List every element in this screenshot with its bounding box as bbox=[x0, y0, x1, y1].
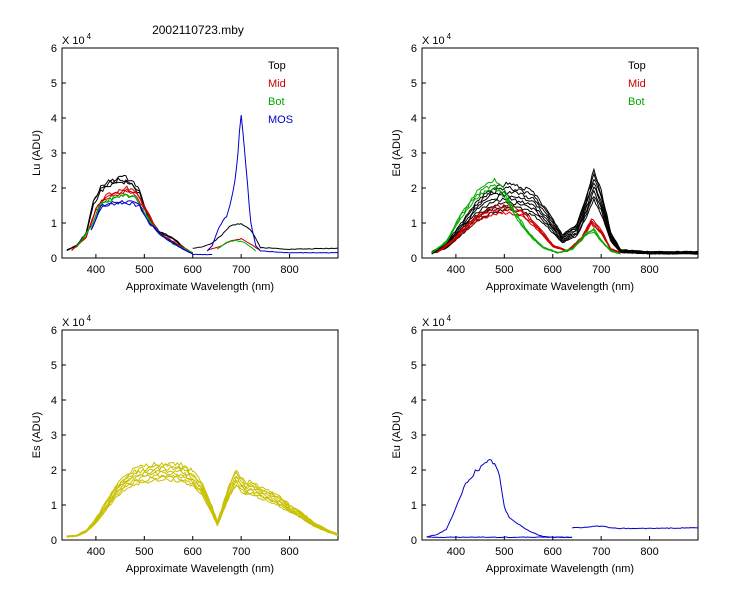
x-tick-label: 600 bbox=[184, 546, 202, 558]
y-tick-label: 1 bbox=[51, 218, 57, 230]
series-line-es bbox=[66, 473, 218, 538]
y-multiplier-label: X 10 4 bbox=[422, 314, 452, 329]
series-group bbox=[66, 115, 338, 256]
series-line-mos bbox=[90, 199, 193, 255]
y-tick-label: 4 bbox=[411, 113, 417, 125]
y-tick-label: 3 bbox=[411, 430, 417, 442]
legend-item-mid: Mid bbox=[628, 78, 646, 90]
chart-panel-lu: 0 1 2 3 4 5 6 400 500 600 700 800 Approximate Wavele… bbox=[31, 32, 339, 293]
y-tick-label: 4 bbox=[51, 113, 57, 125]
x-tick-label: 700 bbox=[592, 264, 610, 276]
series-line-mos bbox=[206, 115, 338, 254]
y-tick-label: 0 bbox=[51, 535, 57, 547]
x-tick-label: 800 bbox=[640, 264, 658, 276]
series-line-eu bbox=[426, 536, 573, 539]
x-tick-label: 700 bbox=[232, 546, 250, 558]
x-tick-label: 600 bbox=[544, 546, 562, 558]
x-tick-label: 500 bbox=[495, 546, 513, 558]
x-tick-label: 700 bbox=[592, 546, 610, 558]
x-tick-label: 400 bbox=[447, 264, 465, 276]
x-axis-label: Approximate Wavelength (nm) bbox=[126, 281, 274, 293]
x-tick-label: 500 bbox=[135, 264, 153, 276]
y-axis-label: Es (ADU) bbox=[31, 412, 43, 458]
x-tick-label: 700 bbox=[232, 264, 250, 276]
chart-panel-ed: 0 1 2 3 4 5 6 400 500 600 700 800 Approximate Wavele… bbox=[391, 32, 699, 293]
y-tick-label: 3 bbox=[51, 148, 57, 160]
y-tick-label: 5 bbox=[51, 78, 57, 90]
x-tick-label: 800 bbox=[640, 546, 658, 558]
series-line-bot bbox=[431, 177, 621, 255]
figure-title: 2002110723.mby bbox=[152, 23, 244, 37]
series-line-eu bbox=[571, 525, 698, 530]
series-line-top bbox=[192, 223, 338, 251]
y-tick-label: 6 bbox=[411, 43, 417, 55]
x-tick-label: 600 bbox=[544, 264, 562, 276]
x-tick-label: 400 bbox=[87, 546, 105, 558]
legend-item-top: Top bbox=[268, 60, 286, 72]
y-axis-label: Lu (ADU) bbox=[31, 130, 43, 176]
legend-item-mid: Mid bbox=[268, 78, 286, 90]
y-tick-label: 5 bbox=[411, 78, 417, 90]
series-line-mid bbox=[436, 204, 621, 253]
series-line-mid bbox=[207, 237, 261, 252]
y-tick-label: 4 bbox=[411, 395, 417, 407]
y-tick-label: 1 bbox=[51, 500, 57, 512]
y-tick-label: 2 bbox=[411, 183, 417, 195]
x-tick-label: 800 bbox=[280, 546, 298, 558]
y-axis-label: Ed (ADU) bbox=[391, 129, 403, 176]
y-tick-label: 5 bbox=[411, 360, 417, 372]
y-tick-label: 1 bbox=[411, 218, 417, 230]
x-tick-label: 400 bbox=[447, 546, 465, 558]
y-tick-label: 6 bbox=[51, 325, 57, 337]
x-axis-label: Approximate Wavelength (nm) bbox=[126, 563, 274, 575]
series-line-top bbox=[431, 167, 698, 253]
series-group bbox=[426, 458, 698, 539]
x-axis-label: Approximate Wavelength (nm) bbox=[486, 563, 634, 575]
y-axis-label: Eu (ADU) bbox=[391, 411, 403, 458]
series-line-es bbox=[216, 469, 338, 535]
y-tick-label: 0 bbox=[411, 535, 417, 547]
chart-panel-es: 0 1 2 3 4 5 6 400 500 600 700 800 Approximate Wavele… bbox=[31, 314, 339, 575]
y-tick-label: 2 bbox=[411, 465, 417, 477]
y-multiplier-label: X 10 4 bbox=[422, 32, 452, 47]
y-tick-label: 3 bbox=[51, 430, 57, 442]
y-tick-label: 0 bbox=[411, 253, 417, 265]
x-tick-label: 500 bbox=[135, 546, 153, 558]
legend-item-mos: MOS bbox=[268, 114, 293, 126]
x-tick-label: 600 bbox=[184, 264, 202, 276]
y-tick-label: 4 bbox=[51, 395, 57, 407]
y-tick-label: 6 bbox=[51, 43, 57, 55]
y-tick-label: 2 bbox=[51, 465, 57, 477]
legend-item-bot: Bot bbox=[268, 96, 285, 108]
series-group bbox=[66, 461, 338, 538]
series-group bbox=[431, 167, 698, 255]
y-tick-label: 6 bbox=[411, 325, 417, 337]
series-line-mid bbox=[71, 185, 193, 254]
y-tick-label: 0 bbox=[51, 253, 57, 265]
legend-item-top: Top bbox=[628, 60, 646, 72]
series-line-eu bbox=[426, 458, 573, 539]
x-axis-label: Approximate Wavelength (nm) bbox=[486, 281, 634, 293]
x-tick-label: 400 bbox=[87, 264, 105, 276]
y-multiplier-label: X 10 4 bbox=[62, 314, 92, 329]
series-line-bot bbox=[216, 239, 257, 252]
x-tick-label: 800 bbox=[280, 264, 298, 276]
y-tick-label: 1 bbox=[411, 500, 417, 512]
x-tick-label: 500 bbox=[495, 264, 513, 276]
y-tick-label: 2 bbox=[51, 183, 57, 195]
y-tick-label: 3 bbox=[411, 148, 417, 160]
legend-item-bot: Bot bbox=[628, 96, 645, 108]
plot-frame bbox=[61, 47, 339, 259]
y-tick-label: 5 bbox=[51, 360, 57, 372]
series-line-bot bbox=[431, 186, 621, 255]
series-line-es bbox=[66, 461, 218, 537]
series-line-mid bbox=[436, 208, 621, 254]
plot-frame bbox=[421, 329, 699, 541]
series-line-top bbox=[66, 174, 193, 255]
y-multiplier-label: X 10 4 bbox=[62, 32, 92, 47]
chart-panel-eu: 0 1 2 3 4 5 6 400 500 600 700 800 Approximate Wavele… bbox=[391, 314, 699, 575]
